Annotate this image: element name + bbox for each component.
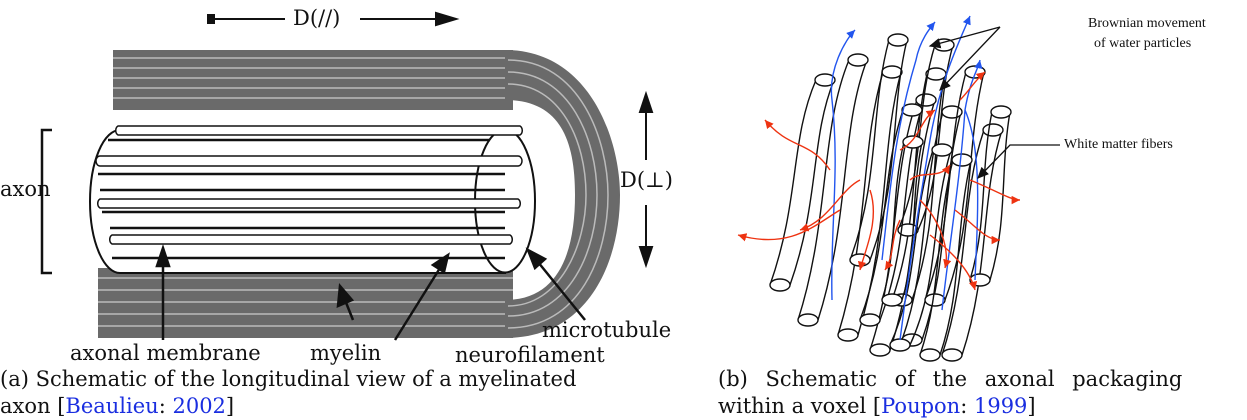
- d-perpendicular-label: D(⊥): [620, 168, 673, 192]
- brownian-label-line2: of water particles: [1094, 36, 1191, 52]
- caption-b-line1: (b) Schematic of the axonal packaging: [718, 366, 1245, 393]
- neurofilament-label: neurofilament: [455, 343, 605, 367]
- caption-b: (b) Schematic of the axonal packaging wi…: [718, 366, 1245, 420]
- citation-poupon-author[interactable]: Poupon: [881, 394, 960, 418]
- caption-a-cite-sep: :: [159, 394, 173, 418]
- myelin-sheath-bottom: [98, 268, 513, 338]
- axon-label: axon: [0, 177, 51, 201]
- caption-b-suffix: ]: [1027, 394, 1035, 418]
- axonal-packaging-diagram: [720, 0, 1247, 370]
- fiber: [770, 74, 835, 291]
- caption-b-cite-sep: :: [960, 394, 974, 418]
- axonal-membrane-label: axonal membrane: [70, 341, 261, 365]
- caption-a-line2-prefix: axon [: [0, 394, 65, 418]
- caption-a-suffix: ]: [226, 394, 234, 418]
- caption-b-line2-prefix: within a voxel [: [718, 394, 881, 418]
- caption-a-line1: (a) Schematic of the longitudinal view o…: [0, 366, 690, 393]
- fiber: [798, 54, 868, 326]
- citation-poupon-year[interactable]: 1999: [974, 394, 1027, 418]
- caption-a-line2: axon [Beaulieu: 2002]: [0, 393, 690, 420]
- myelin-sheath-top: [113, 50, 513, 110]
- citation-beaulieu-author[interactable]: Beaulieu: [65, 394, 158, 418]
- myelin-label: myelin: [310, 341, 381, 365]
- white-matter-label: White matter fibers: [1064, 137, 1173, 153]
- citation-beaulieu-year[interactable]: 2002: [172, 394, 225, 418]
- panel-b-figure: Brownian movement of water particles Whi…: [720, 0, 1247, 370]
- myelinated-axon-diagram: [0, 0, 690, 370]
- axon-bracket: [42, 130, 52, 273]
- d-parallel-label: D(//): [293, 6, 340, 30]
- microtubule-label: microtubule: [542, 318, 671, 342]
- caption-b-line2: within a voxel [Poupon: 1999]: [718, 393, 1245, 420]
- caption-a: (a) Schematic of the longitudinal view o…: [0, 366, 690, 420]
- panel-a-figure: D(//) D(⊥) axon axonal membrane myelin n…: [0, 0, 690, 370]
- brownian-label-line1: Brownian movement: [1088, 16, 1206, 32]
